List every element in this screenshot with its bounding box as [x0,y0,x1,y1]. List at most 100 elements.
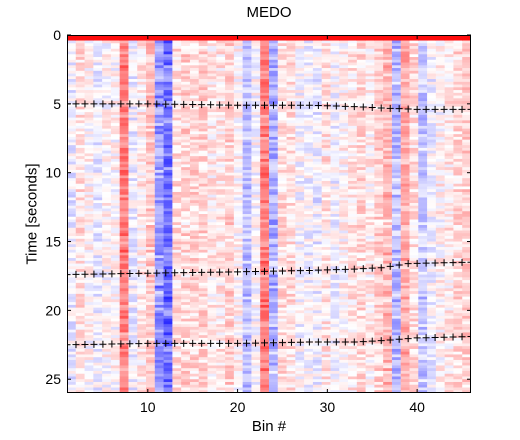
heatmap-cell [216,326,226,331]
heatmap-cell [295,227,305,231]
heatmap-cell [251,120,261,124]
heatmap-cell [339,296,349,300]
heatmap-cell [110,351,121,355]
heatmap-cell [75,59,85,63]
heatmap-cell [75,329,85,333]
heatmap-cell [216,40,226,44]
heatmap-cell [269,249,279,253]
heatmap-cell [286,384,296,388]
heatmap-cell [365,106,375,110]
heatmap-cell [251,178,261,182]
heatmap-cell [207,324,217,328]
heatmap-cell [330,285,340,289]
heatmap-cell [348,79,358,83]
heatmap-cell [251,197,261,201]
heatmap-cell [216,76,226,80]
heatmap-cell [269,357,279,361]
heatmap-cell [304,145,314,149]
heatmap-cell [102,304,112,309]
heatmap-cell [356,167,367,171]
heatmap-cell [67,280,77,284]
heatmap-cell [225,202,235,207]
heatmap-cell [75,189,85,193]
heatmap-cell [110,167,121,171]
heatmap-cell [339,205,349,209]
heatmap-cell [110,373,121,377]
heatmap-cell [330,337,340,342]
heatmap-cell [189,189,200,193]
heatmap-cell [128,79,138,83]
heatmap-cell [181,230,191,234]
heatmap-cell [286,263,296,267]
heatmap-cell [391,269,402,273]
heatmap-cell [137,43,147,47]
heatmap-cell [102,346,112,350]
heatmap-cell [110,238,121,242]
heatmap-cell [304,81,314,85]
heatmap-cell [374,156,384,160]
heatmap-cell [383,351,393,355]
heatmap-cell [348,280,358,284]
heatmap-cell [330,112,340,116]
heatmap-cell [233,390,244,393]
heatmap-cell [102,233,112,237]
heatmap-cell [286,37,296,41]
heatmap-cell [400,123,410,127]
heatmap-cell [128,169,138,174]
heatmap-cell [374,247,384,251]
heatmap-cell [251,266,261,270]
heatmap-cell [312,169,323,174]
heatmap-cell [93,387,103,391]
heatmap-cell [172,216,182,220]
heatmap-cell [137,233,147,237]
heatmap-cell [304,120,314,124]
heatmap-cell [330,335,340,339]
heatmap-cell [146,315,156,320]
heatmap-cell [348,169,358,174]
heatmap-cell [330,90,340,94]
heatmap-cell [251,373,261,377]
heatmap-cell [269,216,279,220]
heatmap-cell [137,120,147,124]
heatmap-cell [312,70,323,74]
heatmap-cell [181,335,191,339]
heatmap-cell [312,145,323,149]
heatmap-cell [163,101,173,105]
heatmap-cell [312,384,323,388]
heatmap-cell [67,90,77,94]
heatmap-cell [110,390,121,393]
heatmap-cell [277,238,287,242]
heatmap-cell [163,183,173,187]
heatmap-cell [339,139,349,143]
heatmap-cell [84,225,94,229]
heatmap-cell [146,161,156,165]
heatmap-cell [146,321,156,325]
heatmap-cell [172,219,182,223]
heatmap-cell [225,40,235,44]
heatmap-cell [67,219,77,223]
heatmap-cell [391,178,402,182]
heatmap-cell [137,318,147,322]
heatmap-cell [339,175,349,179]
heatmap-cell [225,293,235,298]
heatmap-cell [84,112,94,116]
heatmap-cell [356,205,367,209]
heatmap-cell [339,142,349,146]
heatmap-cell [312,54,323,58]
heatmap-cell [321,335,331,339]
heatmap-cell [348,131,358,135]
heatmap-cell [181,125,191,130]
heatmap-cell [189,92,200,96]
heatmap-cell [67,37,77,41]
heatmap-cell [189,145,200,149]
heatmap-cell [277,387,287,391]
heatmap-cell [216,101,226,105]
heatmap-cell [400,175,410,179]
heatmap-cell [172,263,182,267]
heatmap-cell [269,299,279,303]
heatmap-cell [251,379,261,383]
heatmap-cell [383,95,393,99]
heatmap-cell [312,211,323,215]
heatmap-cell [137,359,147,364]
heatmap-cell [128,247,138,251]
